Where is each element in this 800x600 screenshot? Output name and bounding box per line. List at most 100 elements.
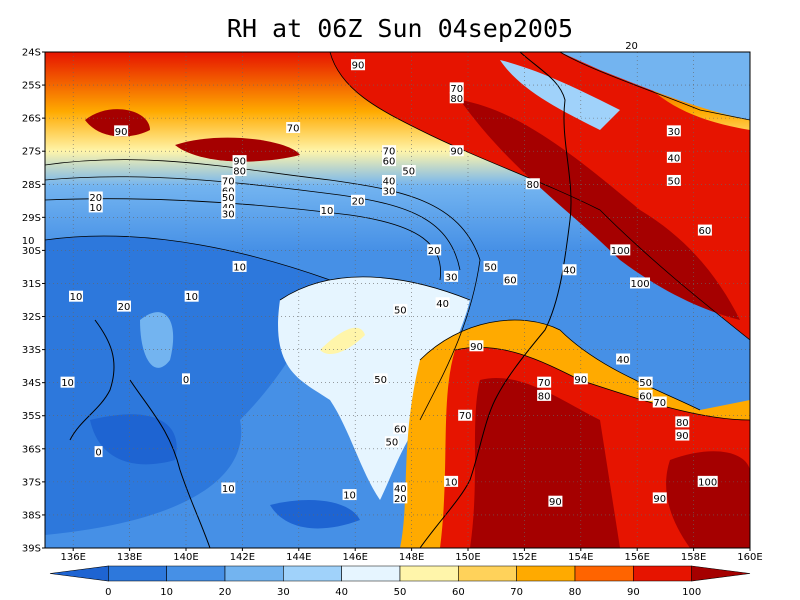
contour-label: 90: [574, 375, 587, 386]
lon-tick-label: 144E: [286, 552, 311, 563]
contour-label: 40: [563, 266, 576, 277]
contour-label: 70: [287, 124, 300, 135]
contour-label: 50: [484, 262, 497, 273]
contour-label-bg: [221, 201, 236, 213]
contour-label: 50: [222, 193, 235, 204]
contour-label: 20: [352, 196, 365, 207]
rh-region-northeast-dry: [560, 52, 750, 120]
contour-label: 50: [394, 305, 407, 316]
colorbar-swatch: [633, 565, 692, 582]
plot-frame: [44, 51, 751, 549]
contour-label: 20: [625, 41, 638, 52]
contour-label-bg: [449, 145, 464, 157]
contour-label: 80: [676, 418, 689, 429]
lat-tick-label: 24S: [22, 48, 41, 59]
contour-label: 10: [61, 378, 74, 389]
colorbar-swatch: [224, 565, 284, 582]
contour-label: 90: [233, 157, 246, 168]
lon-tick-label: 160E: [737, 552, 762, 563]
rh-region-moist-central: [278, 276, 470, 500]
contour-label-bg: [382, 145, 397, 157]
colorbar-label: 60: [452, 587, 465, 598]
contour-label: 90: [115, 127, 128, 138]
contour-label: 90: [676, 431, 689, 442]
lon-tick-label: 142E: [230, 552, 255, 563]
contour-label: 90: [549, 497, 562, 508]
contour-label: 40: [667, 153, 680, 164]
contour-label: 90: [352, 61, 365, 72]
contour-label-bg: [382, 184, 397, 196]
contour-label-bg: [221, 482, 236, 494]
latitude-axis: 24S 25S 26S 27S 28S 29S 30S 31S 32S 33S 34S 35S 36S 3…: [22, 48, 45, 555]
contour-label-bg: [616, 353, 631, 365]
contour-label: 70: [383, 147, 396, 158]
lon-tick-label: 156E: [624, 552, 649, 563]
contour-label-bg: [427, 244, 442, 256]
contour-label: 80: [538, 391, 551, 402]
contour-label: 10: [89, 203, 102, 214]
colorbar-swatch: [283, 565, 342, 582]
contour-label-bg: [483, 260, 498, 272]
contour-label-bg: [525, 178, 540, 190]
contour-label-bg: [393, 422, 408, 434]
lon-tick-label: 136E: [60, 552, 85, 563]
contour-label: 60: [504, 276, 517, 287]
lat-tick-label: 37S: [22, 477, 41, 488]
contour-label-bg: [537, 376, 552, 388]
contour-label-bg: [232, 260, 247, 272]
contour-label-bg: [382, 174, 397, 186]
lat-tick-label: 27S: [22, 147, 41, 158]
contour-label-bg: [652, 492, 667, 504]
contour-label-bg: [666, 125, 681, 137]
colorbar-label: 30: [277, 587, 290, 598]
colorbar-label: 100: [682, 587, 701, 598]
colorbar-swatch: [49, 565, 109, 582]
rh-region-humid-central: [320, 327, 365, 355]
contour-label: 50: [639, 378, 652, 389]
contour-label: 80: [233, 167, 246, 178]
contour-label-bg: [221, 184, 236, 196]
contour-label: 50: [402, 167, 415, 178]
contour-label: 40: [617, 355, 630, 366]
lat-tick-label: 36S: [22, 444, 41, 455]
colorbar-label: 40: [335, 587, 348, 598]
contour-label: 0: [95, 448, 101, 459]
contour-label: 90: [653, 494, 666, 505]
contour-label: 10: [233, 262, 246, 273]
colorbar-swatch: [574, 565, 634, 582]
contour-label-bg: [675, 429, 690, 441]
contour-label-bg: [88, 201, 103, 213]
lat-tick-label: 29S: [22, 213, 41, 224]
contour-label: 70: [538, 378, 551, 389]
colorbar-label: 20: [219, 587, 232, 598]
contour-label-bg: [373, 373, 388, 385]
contour-label-bg: [630, 277, 651, 289]
lat-tick-label: 26S: [22, 114, 41, 125]
contour-label: 70: [222, 176, 235, 187]
contour-label-bg: [382, 155, 397, 167]
contour-label-bg: [444, 475, 459, 487]
contour-line: [279, 276, 471, 301]
colorbar-swatch: [691, 565, 751, 582]
lat-tick-label: 30S: [22, 246, 41, 257]
contour-label-bg: [458, 409, 473, 421]
contour-label: 70: [450, 84, 463, 95]
colorbar-label: 0: [105, 587, 111, 598]
contour-label: 80: [450, 94, 463, 105]
contour-label: 20: [394, 494, 407, 505]
contour-label-bg: [94, 446, 103, 458]
contour-label: 80: [526, 180, 539, 191]
lat-tick-label: 33S: [22, 345, 41, 356]
contour-label-bg: [638, 389, 653, 401]
rh-field: [45, 52, 750, 548]
contour-label: 50: [374, 375, 387, 386]
contour-label-bg: [393, 492, 408, 504]
colorbar-swatch: [166, 565, 226, 582]
lon-tick-label: 140E: [173, 552, 198, 563]
contour-label-bg: [697, 224, 712, 236]
contour-label-bg: [449, 92, 464, 104]
lon-tick-label: 154E: [568, 552, 593, 563]
contour-label-bg: [88, 191, 103, 203]
contour-label: 30: [222, 210, 235, 221]
rh-region-dry-south: [270, 500, 360, 529]
